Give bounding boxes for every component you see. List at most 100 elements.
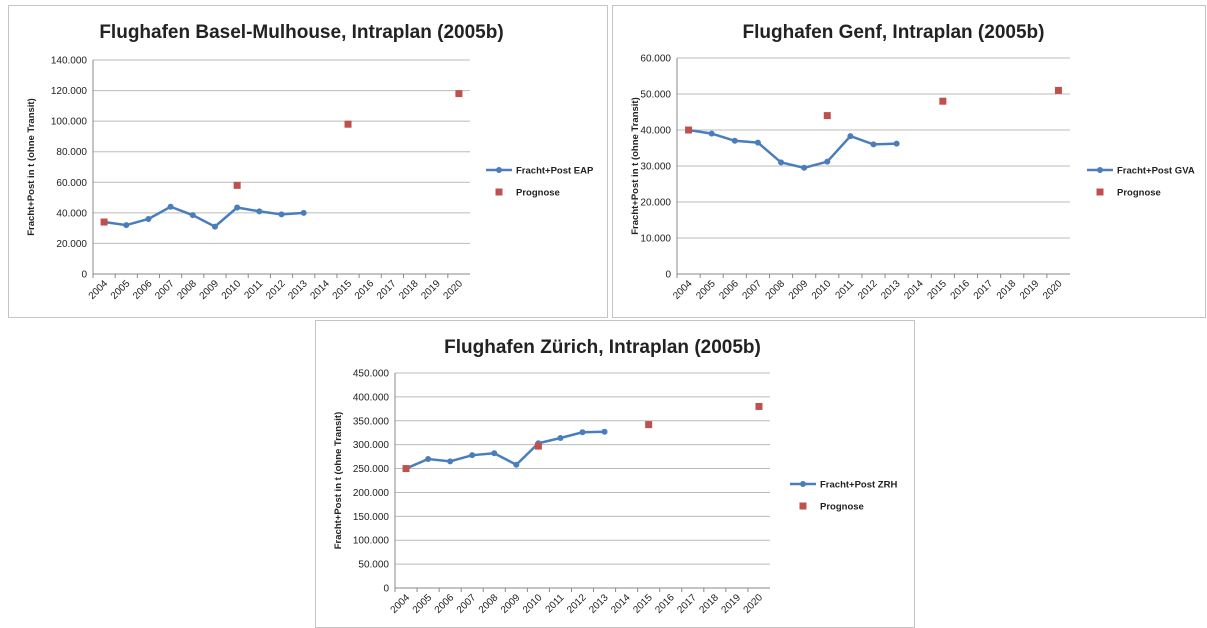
x-tick-label: 2018 xyxy=(397,278,421,302)
y-tick-label: 120.000 xyxy=(51,86,88,97)
y-tick-label: 80.000 xyxy=(56,147,87,158)
line-marker xyxy=(123,222,130,229)
x-tick-label: 2020 xyxy=(742,592,766,616)
x-tick-label: 2016 xyxy=(949,278,973,302)
y-tick-label: 40.000 xyxy=(640,126,671,137)
y-tick-label: 30.000 xyxy=(640,162,671,173)
x-tick-label: 2010 xyxy=(521,592,545,616)
legend-marker xyxy=(1097,167,1103,173)
x-tick-label: 2018 xyxy=(995,278,1019,302)
y-tick-label: 450.000 xyxy=(353,369,390,380)
y-tick-label: 100.000 xyxy=(353,536,390,547)
legend-label: Prognose xyxy=(516,188,560,199)
x-tick-label: 2019 xyxy=(720,592,744,616)
scatter-marker xyxy=(1054,86,1062,94)
legend-label: Prognose xyxy=(820,502,864,513)
line-marker xyxy=(425,456,432,462)
y-axis-label: Fracht+Post in t (ohne Transit) xyxy=(630,97,641,235)
x-tick-label: 2015 xyxy=(631,592,655,616)
x-tick-label: 2007 xyxy=(741,278,765,302)
line-marker xyxy=(778,159,785,166)
line-marker xyxy=(256,208,263,215)
x-tick-label: 2020 xyxy=(1041,278,1065,302)
chart-panel: Flughafen Zürich, Intraplan (2005b) Frach… xyxy=(315,320,915,628)
line-marker xyxy=(513,461,520,468)
line-marker xyxy=(754,139,761,146)
x-tick-label: 2015 xyxy=(331,278,355,302)
panel-border xyxy=(315,320,915,628)
data-line xyxy=(688,128,897,170)
x-tick-label: 2005 xyxy=(694,278,718,302)
x-tick-label: 2007 xyxy=(153,278,177,302)
y-tick-label: 100.000 xyxy=(51,117,88,128)
line-marker xyxy=(491,450,498,457)
x-tick-label: 2017 xyxy=(972,278,996,302)
legend-marker xyxy=(495,188,503,196)
x-tick-label: 2012 xyxy=(264,278,288,302)
x-tick-label: 2019 xyxy=(1018,278,1042,302)
x-tick-label: 2015 xyxy=(925,278,949,302)
x-tick-label: 2006 xyxy=(131,278,155,302)
line-marker xyxy=(234,204,241,211)
panel-border xyxy=(612,5,1206,318)
y-tick-label: 40.000 xyxy=(56,208,87,219)
x-tick-label: 2017 xyxy=(375,278,399,302)
line-marker xyxy=(801,164,808,171)
scatter-marker xyxy=(645,421,653,429)
scatter-marker xyxy=(685,126,693,134)
y-tick-label: 50.000 xyxy=(358,560,389,571)
x-tick-label: 2014 xyxy=(308,278,332,302)
data-line xyxy=(405,430,605,470)
chart-title: Flughafen Genf, Intraplan (2005b) xyxy=(743,22,1045,43)
y-tick-label: 50.000 xyxy=(640,90,671,101)
line-marker xyxy=(189,212,196,219)
line-marker xyxy=(601,428,608,435)
y-tick-label: 140.000 xyxy=(51,56,88,67)
line-marker xyxy=(145,215,152,222)
y-tick-label: 150.000 xyxy=(353,512,390,523)
y-tick-label: 400.000 xyxy=(353,392,390,403)
y-tick-label: 0 xyxy=(81,270,87,281)
y-tick-label: 20.000 xyxy=(56,239,87,250)
line-marker xyxy=(469,452,476,459)
x-tick-label: 2004 xyxy=(389,592,413,616)
line-marker xyxy=(870,141,877,148)
y-tick-label: 10.000 xyxy=(640,234,671,245)
y-tick-label: 60.000 xyxy=(56,178,87,189)
x-tick-label: 2008 xyxy=(175,278,199,302)
scatter-marker xyxy=(233,181,241,189)
legend-marker xyxy=(496,167,502,173)
line-marker xyxy=(278,211,285,218)
x-tick-label: 2005 xyxy=(411,592,435,616)
chart-panel: Flughafen Basel-Mulhouse, Intraplan (200… xyxy=(8,5,608,318)
x-tick-label: 2007 xyxy=(455,592,479,616)
y-tick-label: 300.000 xyxy=(353,440,390,451)
panel-border xyxy=(8,5,608,318)
scatter-marker xyxy=(344,120,352,128)
legend-marker xyxy=(799,502,807,510)
line-marker xyxy=(300,209,307,216)
line-marker xyxy=(557,434,564,441)
y-tick-label: 0 xyxy=(665,270,671,281)
x-tick-label: 2010 xyxy=(220,278,244,302)
x-tick-label: 2017 xyxy=(675,592,699,616)
line-marker xyxy=(447,458,454,465)
x-tick-label: 2009 xyxy=(499,592,523,616)
x-tick-label: 2013 xyxy=(879,278,903,302)
legend-marker xyxy=(1096,188,1104,196)
x-tick-label: 2008 xyxy=(477,592,501,616)
y-axis-label: Fracht+Post in t (ohne Transit) xyxy=(333,412,344,550)
x-tick-label: 2018 xyxy=(697,592,721,616)
x-tick-label: 2014 xyxy=(609,592,633,616)
y-tick-label: 60.000 xyxy=(640,54,671,65)
legend-label: Prognose xyxy=(1117,188,1161,199)
x-tick-label: 2019 xyxy=(419,278,443,302)
data-line xyxy=(103,205,304,229)
x-tick-label: 2008 xyxy=(764,278,788,302)
scatter-marker xyxy=(755,402,763,410)
chart-title: Flughafen Basel-Mulhouse, Intraplan (200… xyxy=(99,22,503,43)
legend-marker xyxy=(800,481,806,487)
line-marker xyxy=(708,130,715,137)
x-tick-label: 2004 xyxy=(87,278,111,302)
y-tick-label: 20.000 xyxy=(640,198,671,209)
